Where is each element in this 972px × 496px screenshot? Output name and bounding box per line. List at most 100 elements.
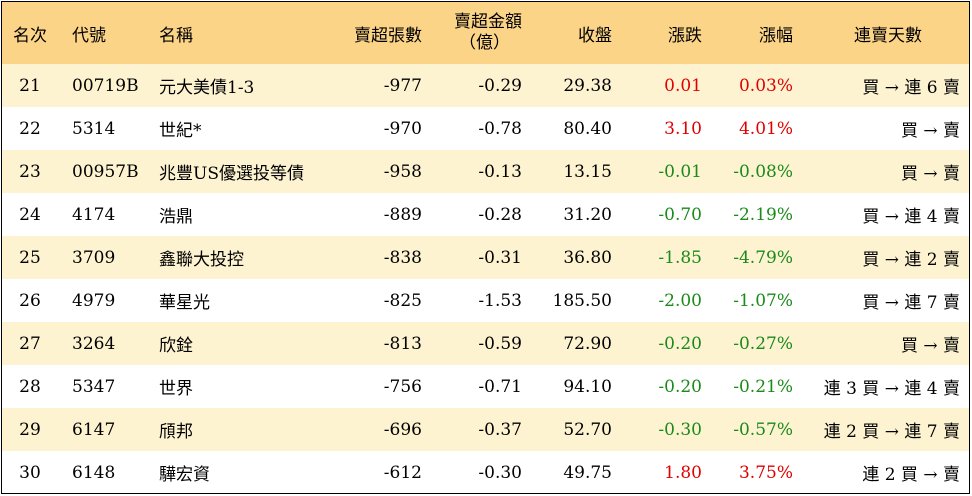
net-sell-shares-cell: -825 bbox=[383, 290, 422, 311]
net-sell-shares-cell: -889 bbox=[383, 204, 422, 225]
table-row: 23 00957B 兆豐US優選投等債 -958 -0.13 13.15 -0.01 -0.0… bbox=[2, 150, 969, 193]
stock-code-cell: 5314 bbox=[72, 118, 116, 139]
change-cell: -0.20 bbox=[658, 333, 702, 354]
table-row: 22 5314 世紀* -970 -0.78 80.40 3.10 4.01% 買 → 賣 bbox=[2, 107, 969, 150]
rank-cell: 21 bbox=[19, 75, 41, 96]
table-row: 26 4979 華星光 -825 -1.53 185.50 -2.00 -1.07% 買 → 連… bbox=[2, 279, 969, 322]
table-row: 27 3264 欣銓 -813 -0.59 72.90 -0.20 -0.27% 買 → 賣 bbox=[2, 322, 969, 365]
table-row: 29 6147 頎邦 -696 -0.37 52.70 -0.30 -0.57% 連 2 買 →… bbox=[2, 408, 969, 451]
net-sell-shares-cell: -696 bbox=[383, 419, 422, 440]
rank-cell: 26 bbox=[19, 290, 41, 311]
consecutive-days-cell: 連 2 買 → 連 7 賣 bbox=[823, 422, 960, 442]
rank-cell: 24 bbox=[19, 204, 41, 225]
stock-code-cell: 00957B bbox=[72, 161, 139, 182]
change-cell: 3.10 bbox=[664, 118, 702, 139]
net-sell-shares-cell: -977 bbox=[383, 75, 422, 96]
close-price-cell: 94.10 bbox=[563, 376, 612, 397]
net-sell-amount-cell: -0.30 bbox=[478, 462, 522, 483]
header-amount-label: 賣超金額 bbox=[454, 12, 522, 32]
change-cell: 1.80 bbox=[664, 462, 702, 483]
change-cell: 0.01 bbox=[664, 75, 702, 96]
net-sell-amount-cell: -0.31 bbox=[478, 247, 522, 268]
change-pct-cell: 3.75% bbox=[738, 462, 793, 483]
consecutive-days-cell: 買 → 連 6 賣 bbox=[862, 78, 960, 98]
change-cell: -0.01 bbox=[658, 161, 702, 182]
header-name: 名稱 bbox=[159, 25, 193, 46]
net-sell-amount-cell: -0.28 bbox=[478, 204, 522, 225]
close-price-cell: 52.70 bbox=[563, 419, 612, 440]
stock-name-cell: 頎邦 bbox=[159, 422, 193, 442]
rank-cell: 28 bbox=[19, 376, 41, 397]
change-cell: -0.70 bbox=[658, 204, 702, 225]
consecutive-days-cell: 連 2 買 → 賣 bbox=[862, 465, 960, 485]
header-net-sell-shares: 賣超張數 bbox=[354, 25, 422, 46]
table-header: 名次 代號 名稱 賣超張數 賣超金額 （億） 收盤 漲跌 漲幅 連賣天數 bbox=[2, 2, 969, 64]
change-pct-cell: 4.01% bbox=[738, 118, 793, 139]
stock-code-cell: 3709 bbox=[72, 247, 116, 268]
stock-name-cell: 欣銓 bbox=[159, 336, 193, 356]
close-price-cell: 36.80 bbox=[563, 247, 612, 268]
stock-code-cell: 3264 bbox=[72, 333, 116, 354]
rank-cell: 30 bbox=[19, 462, 41, 483]
table-row: 24 4174 浩鼎 -889 -0.28 31.20 -0.70 -2.19% 買 → 連 4… bbox=[2, 193, 969, 236]
net-sell-shares-cell: -612 bbox=[383, 462, 422, 483]
change-pct-cell: -0.57% bbox=[733, 419, 793, 440]
consecutive-days-cell: 連 3 買 → 連 4 賣 bbox=[823, 379, 960, 399]
stock-code-cell: 4979 bbox=[72, 290, 116, 311]
header-rank: 名次 bbox=[13, 25, 47, 46]
consecutive-days-cell: 買 → 連 7 賣 bbox=[862, 293, 960, 313]
stock-code-cell: 4174 bbox=[72, 204, 116, 225]
stock-name-cell: 鑫聯大投控 bbox=[159, 250, 244, 270]
net-sell-amount-cell: -0.13 bbox=[478, 161, 522, 182]
net-sell-amount-cell: -0.78 bbox=[478, 118, 522, 139]
header-code: 代號 bbox=[72, 25, 106, 46]
close-price-cell: 31.20 bbox=[563, 204, 612, 225]
stock-name-cell: 世界 bbox=[159, 379, 193, 399]
consecutive-days-cell: 買 → 連 2 賣 bbox=[862, 250, 960, 270]
rank-cell: 27 bbox=[19, 333, 41, 354]
rank-cell: 29 bbox=[19, 419, 41, 440]
net-sell-shares-cell: -970 bbox=[383, 118, 422, 139]
net-sell-shares-cell: -958 bbox=[383, 161, 422, 182]
header-amount-unit: （億） bbox=[459, 33, 510, 53]
close-price-cell: 72.90 bbox=[563, 333, 612, 354]
change-pct-cell: -0.08% bbox=[733, 161, 793, 182]
rank-cell: 22 bbox=[19, 118, 41, 139]
change-pct-cell: -1.07% bbox=[733, 290, 793, 311]
stock-name-cell: 元大美債1-3 bbox=[159, 78, 255, 98]
stock-code-cell: 00719B bbox=[72, 75, 139, 96]
consecutive-days-cell: 買 → 賣 bbox=[900, 164, 960, 184]
net-sell-amount-cell: -0.29 bbox=[478, 75, 522, 96]
stock-name-cell: 驊宏資 bbox=[159, 465, 210, 485]
change-pct-cell: -0.21% bbox=[733, 376, 793, 397]
change-pct-cell: -2.19% bbox=[733, 204, 793, 225]
change-pct-cell: -4.79% bbox=[733, 247, 793, 268]
close-price-cell: 29.38 bbox=[563, 75, 612, 96]
stock-name-cell: 世紀* bbox=[159, 121, 202, 141]
rank-cell: 25 bbox=[19, 247, 41, 268]
header-change-pct: 漲幅 bbox=[759, 25, 793, 46]
stock-name-cell: 兆豐US優選投等債 bbox=[159, 164, 304, 184]
header-net-sell-amount: 賣超金額 （億） bbox=[432, 2, 522, 64]
table-row: 30 6148 驊宏資 -612 -0.30 49.75 1.80 3.75% 連 2 買 → … bbox=[2, 451, 969, 494]
stock-code-cell: 5347 bbox=[72, 376, 116, 397]
rank-cell: 23 bbox=[19, 161, 41, 182]
consecutive-days-cell: 買 → 賣 bbox=[900, 121, 960, 141]
header-close: 收盤 bbox=[578, 25, 612, 46]
net-sell-amount-cell: -0.59 bbox=[478, 333, 522, 354]
stock-name-cell: 華星光 bbox=[159, 293, 210, 313]
close-price-cell: 49.75 bbox=[563, 462, 612, 483]
stock-name-cell: 浩鼎 bbox=[159, 207, 193, 227]
consecutive-days-cell: 買 → 連 4 賣 bbox=[862, 207, 960, 227]
change-pct-cell: 0.03% bbox=[738, 75, 793, 96]
header-change: 漲跌 bbox=[668, 25, 702, 46]
table-row: 25 3709 鑫聯大投控 -838 -0.31 36.80 -1.85 -4.79% 買 → … bbox=[2, 236, 969, 279]
stock-code-cell: 6147 bbox=[72, 419, 116, 440]
change-cell: -0.20 bbox=[658, 376, 702, 397]
change-cell: -0.30 bbox=[658, 419, 702, 440]
table-row: 21 00719B 元大美債1-3 -977 -0.29 29.38 0.01 0.03% 買 … bbox=[2, 64, 969, 107]
stock-code-cell: 6148 bbox=[72, 462, 116, 483]
change-cell: -1.85 bbox=[658, 247, 702, 268]
close-price-cell: 13.15 bbox=[563, 161, 612, 182]
